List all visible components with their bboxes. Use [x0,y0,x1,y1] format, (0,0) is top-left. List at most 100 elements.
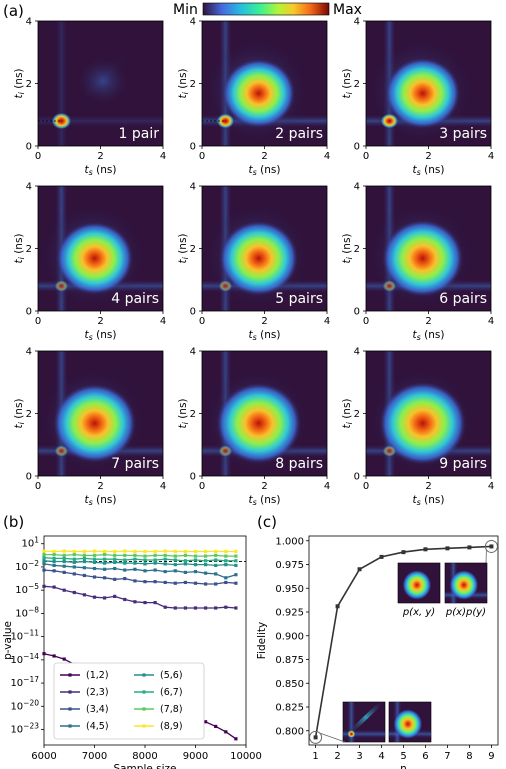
x-tick-label: 2 [334,751,340,762]
y-axis-label: ti (ns) [341,233,354,263]
x-tick-label: 9000 [183,751,208,762]
series-line [43,563,237,579]
heatmap-content [202,351,327,476]
series-line [43,557,236,562]
inset-n9-joint [397,562,441,604]
legend: (1,2) (2,3) (3,4) (4,5) (5,6) (6,7) (7,8) (8,9) [53,662,205,740]
series-point [103,576,107,580]
series-point [62,564,66,568]
series-point [82,556,86,561]
y-tick-label: 0 [354,142,360,153]
series-point [72,572,76,576]
heatmap-content [202,186,327,311]
legend-marker [142,690,146,694]
y-tick-label: 0.950 [275,584,304,595]
series-point [204,549,208,554]
y-tick-label: 10−14 [10,652,39,666]
series-point [62,559,66,564]
legend-label: (5,6) [160,670,183,681]
series-point [42,568,46,572]
legend-label: (3,4) [86,704,109,715]
y-tick-label: 4 [26,347,32,358]
series-point [153,553,157,557]
colorbar-min-label: Min [173,2,198,18]
series-point [204,582,208,586]
series-point [173,549,177,554]
x-axis-label: ts (ns) [249,329,281,342]
fidelity-point [357,567,362,572]
x-tick-label: 0 [35,481,41,492]
pair-count-label: 3 pairs [439,126,487,142]
x-tick-label: 0 [199,316,205,327]
panel-label-a: (a) [3,2,24,20]
y-tick-label: 10−2 [15,559,39,573]
legend-marker [142,724,146,728]
series-point [214,558,218,562]
series-point [52,552,56,557]
inset-label-product: p(x)p(y) [445,607,486,618]
y-tick-label: 2 [26,409,32,420]
series-point [123,561,127,565]
series-point [92,566,97,571]
y-tick-label: 4 [354,182,360,193]
x-tick-label: 4 [488,481,494,492]
series-point [92,549,97,553]
series-point [214,582,218,586]
y-tick-label: 4 [190,347,196,358]
series-point [153,568,157,572]
series-point [103,552,107,557]
series-point [42,562,46,566]
series-point [214,553,218,557]
series-point [193,558,198,562]
x-tick-label: 6000 [31,751,56,762]
series-point [163,557,167,561]
series-point [204,571,208,575]
x-tick-label: 2 [425,316,431,327]
heatmap-content [366,21,491,146]
x-tick-label: 4 [324,316,330,327]
x-tick-label: 0 [363,151,369,162]
series-point [224,559,228,563]
pair-count-label: 8 pairs [275,456,323,472]
series-point [103,557,107,561]
x-tick-label: 2 [261,481,267,492]
series-point [173,581,177,585]
series-point [234,581,238,585]
y-axis-label: ti (ns) [341,398,354,428]
y-tick-label: 0 [190,307,196,318]
y-tick-label: 2 [190,79,196,90]
series-point [62,588,66,592]
y-tick-label: 0 [26,142,32,153]
series-point [224,549,228,554]
heatmap-peak-joint [378,381,467,466]
y-tick-label: 2 [26,244,32,255]
y-tick-label: 0.850 [275,679,304,690]
series-point [113,553,117,557]
pair-count-label: 4 pairs [111,291,159,307]
series-point [173,569,177,573]
heatmap-peak-early [216,113,235,129]
x-tick-label: 0 [199,481,205,492]
heatmap-peak-joint [55,221,134,296]
x-tick-label: 2 [425,481,431,492]
series-point [103,567,107,571]
y-tick-label: 10−11 [10,629,39,643]
x-tick-label: 10000 [230,751,262,762]
series-point [224,730,228,734]
y-axis-label: ti (ns) [177,68,190,98]
series-point [234,737,238,741]
fidelity-point [467,545,472,550]
series-point [163,549,167,553]
series-point [224,580,228,585]
fidelity-point [401,550,406,555]
y-axis-label: ti (ns) [13,398,26,428]
series-line [43,560,236,567]
inset-n1-joint [342,701,386,743]
x-tick-label: 7000 [82,751,107,762]
pair-count-label: 6 pairs [439,291,487,307]
heatmap-panel: 00 2 2 4 4 ts (ns) ti (ns) 2 pairs [177,17,330,178]
y-tick-label: 0.975 [275,560,304,571]
x-axis-label: ts (ns) [413,164,445,177]
series-point [62,570,66,574]
